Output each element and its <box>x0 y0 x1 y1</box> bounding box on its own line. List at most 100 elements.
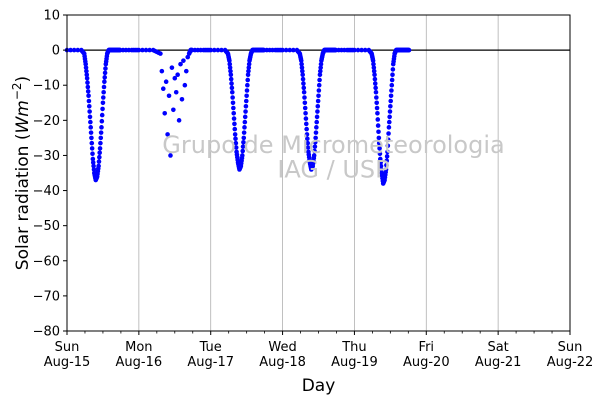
data-point-interp <box>227 61 233 67</box>
y-axis-title-var: Wm <box>13 100 33 133</box>
data-point <box>87 114 93 120</box>
data-point <box>240 153 245 158</box>
data-point <box>389 82 395 88</box>
data-point-interp <box>88 130 94 135</box>
data-point-interp <box>241 139 246 145</box>
data-point <box>97 146 103 151</box>
data-point <box>242 114 248 120</box>
data-point-interp <box>91 167 97 172</box>
data-point-interp <box>103 66 108 71</box>
data-point-interp <box>229 85 235 91</box>
data-point <box>406 47 412 53</box>
y-axis-title: Solar radiation (Wm−2) <box>10 76 33 270</box>
data-point-interp <box>230 100 236 106</box>
y-axis-title-exp: −2 <box>10 82 24 100</box>
data-point-interp <box>378 163 384 169</box>
data-point-interp <box>316 88 322 93</box>
data-point <box>163 79 169 85</box>
data-point-interp <box>385 137 391 142</box>
x-tick-label-day: Fri <box>419 340 435 355</box>
data-point-interp <box>243 103 249 109</box>
data-point-interp <box>86 98 92 104</box>
data-point <box>171 107 176 113</box>
data-point-interp <box>97 154 102 160</box>
data-point-interp <box>377 146 382 151</box>
data-point-interp <box>233 145 239 150</box>
data-point-interp <box>241 130 247 135</box>
x-tick-label-date: Aug-16 <box>116 355 163 370</box>
data-point-interp <box>318 65 323 70</box>
data-point-interp <box>318 61 324 67</box>
data-point <box>179 96 185 102</box>
data-point-interp <box>299 65 305 70</box>
data-point <box>166 93 172 99</box>
data-point <box>160 86 166 92</box>
watermark-line-1: Grupo de Micrometeorologia <box>162 131 504 159</box>
data-point-interp <box>101 84 107 90</box>
data-point-interp <box>91 163 96 169</box>
data-point-interp <box>377 151 383 156</box>
data-point-interp <box>88 119 93 125</box>
data-point <box>303 111 308 116</box>
data-point-interp <box>375 117 381 122</box>
data-point-interp <box>379 167 384 172</box>
data-point-interp <box>233 140 239 146</box>
data-point <box>227 58 232 63</box>
data-point-interp <box>304 126 309 132</box>
data-point-interp <box>229 81 234 86</box>
data-point-interp <box>75 47 81 53</box>
data-point <box>172 75 178 81</box>
x-tick-label-date: Aug-18 <box>259 355 306 370</box>
data-point-interp <box>102 75 108 80</box>
data-point-interp <box>140 47 145 53</box>
data-point-interp <box>231 116 237 121</box>
data-point-interp <box>376 140 382 146</box>
data-point <box>86 93 91 99</box>
data-point-interp <box>90 151 95 156</box>
data-point-interp <box>374 100 380 106</box>
data-point-interp <box>303 116 309 121</box>
y-tick-label: 0 <box>52 44 60 59</box>
data-point <box>208 47 214 53</box>
data-point <box>388 103 393 109</box>
data-point-interp <box>143 47 149 53</box>
y-axis-ticks: 10 0 −10 −20 −30 −40 −50 −60 −70 −80 <box>33 9 67 340</box>
data-point-interp <box>388 98 394 104</box>
data-point <box>228 72 234 77</box>
data-point <box>83 61 88 67</box>
x-tick-label-day: Tue <box>199 340 222 355</box>
data-point <box>352 47 357 53</box>
x-tick-label-date: Aug-22 <box>547 355 594 370</box>
data-point-interp <box>246 61 252 67</box>
data-point-interp <box>215 47 221 53</box>
x-tick-label-day: Sat <box>487 340 508 355</box>
data-point-interp <box>99 112 105 118</box>
data-point-interp <box>68 47 73 53</box>
data-point-interp <box>385 143 391 149</box>
x-tick-label-date: Aug-20 <box>403 355 450 370</box>
data-point-interp <box>376 129 381 135</box>
data-point-interp <box>71 47 77 53</box>
data-point-interp <box>242 119 248 125</box>
x-tick-label-date: Aug-17 <box>187 355 234 370</box>
data-point <box>102 79 107 85</box>
data-point-interp <box>372 76 378 82</box>
x-tick-label-date: Aug-19 <box>331 355 378 370</box>
y-tick-label: −20 <box>33 114 60 129</box>
data-point-interp <box>386 131 391 136</box>
data-point-interp <box>97 150 102 156</box>
data-point-interp <box>231 105 236 111</box>
watermark-line-2: IAG / USP <box>277 155 389 183</box>
data-point <box>385 149 390 155</box>
data-point-interp <box>314 119 320 125</box>
x-tick-label-day: Wed <box>268 340 296 355</box>
data-point-interp <box>227 65 233 70</box>
data-point-interp <box>219 47 224 53</box>
data-point-interp <box>243 109 248 114</box>
data-point-interp <box>390 67 396 72</box>
data-point-interp <box>373 85 378 91</box>
data-point-interp <box>384 158 390 164</box>
data-point-interp <box>375 123 381 128</box>
data-point-interp <box>240 148 245 154</box>
data-point <box>232 132 238 137</box>
